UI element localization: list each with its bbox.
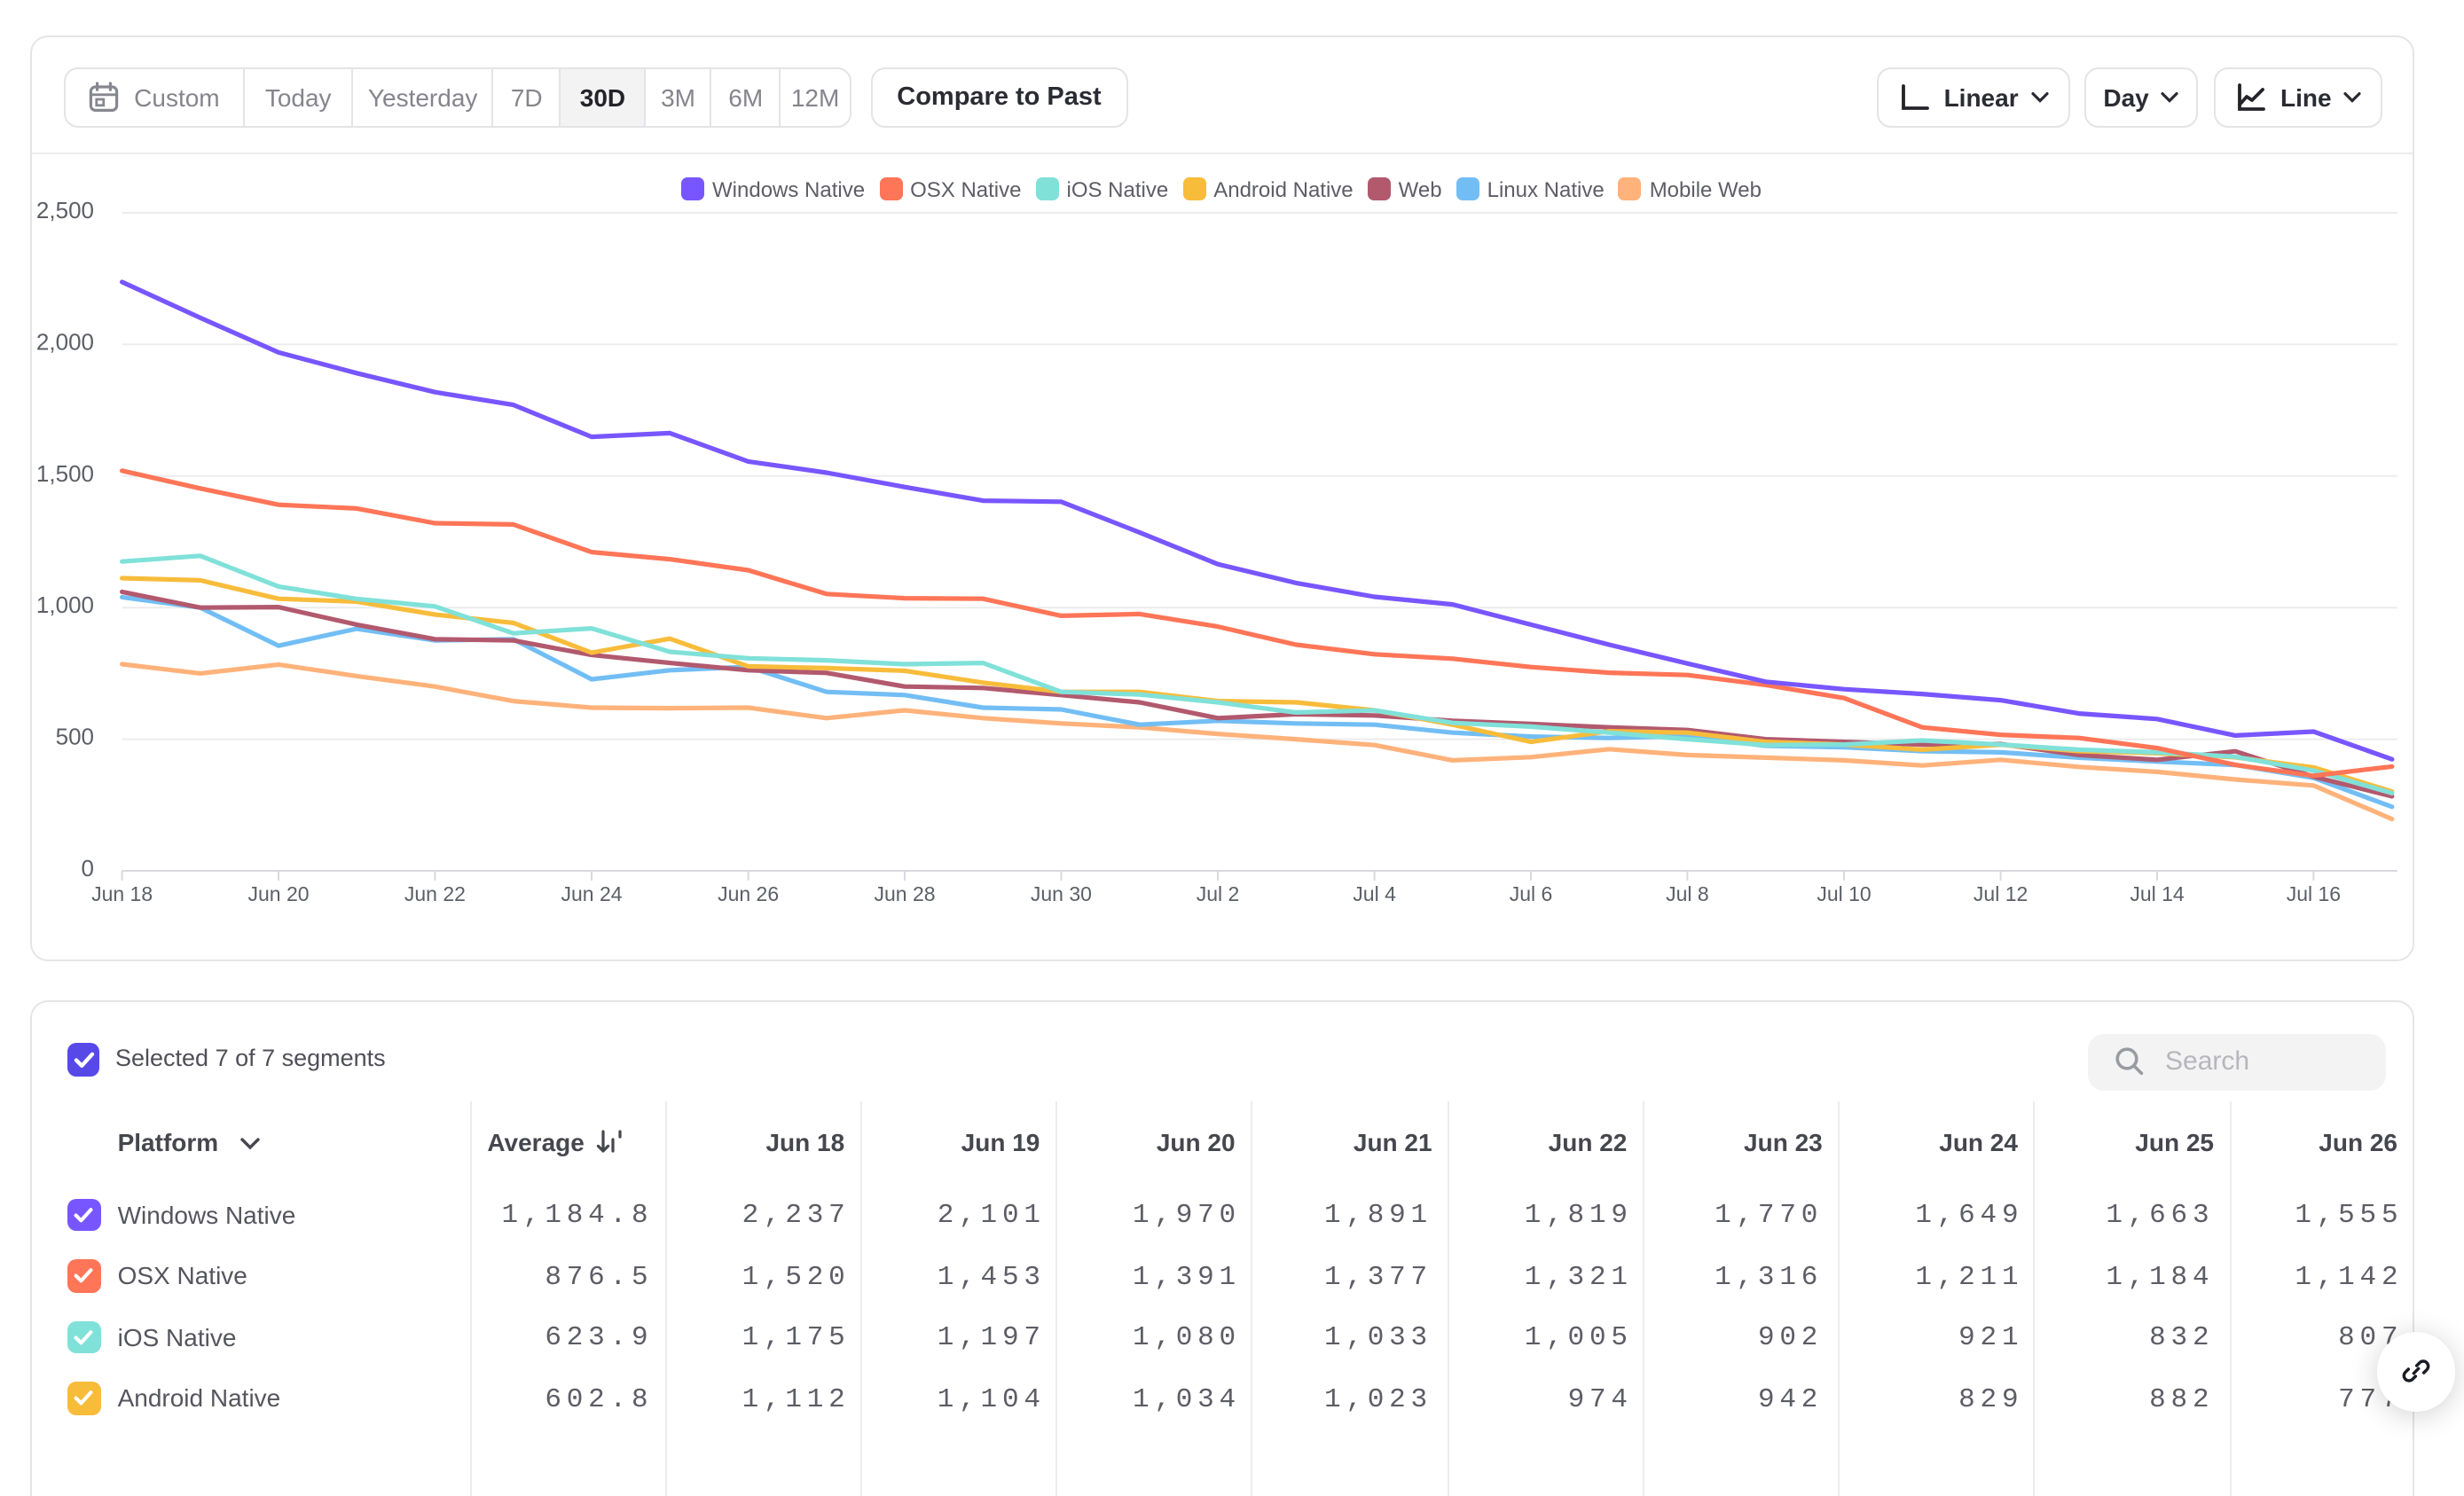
svg-text:Jul 2: Jul 2 <box>1196 882 1239 905</box>
svg-text:Jun 20: Jun 20 <box>247 882 308 905</box>
svg-text:Jun 18: Jun 18 <box>90 882 152 905</box>
svg-text:1,500: 1,500 <box>35 460 93 487</box>
svg-text:2,500: 2,500 <box>35 197 93 223</box>
svg-text:Jul 12: Jul 12 <box>1973 882 2027 905</box>
svg-text:Jul 8: Jul 8 <box>1665 882 1708 905</box>
svg-text:Jul 14: Jul 14 <box>2129 882 2184 905</box>
svg-text:Jun 30: Jun 30 <box>1030 882 1091 905</box>
svg-text:Jul 10: Jul 10 <box>1816 882 1870 905</box>
svg-text:Jun 22: Jun 22 <box>404 882 465 905</box>
svg-text:500: 500 <box>55 724 93 750</box>
svg-text:Jun 26: Jun 26 <box>717 882 778 905</box>
svg-text:2,000: 2,000 <box>35 328 93 355</box>
svg-text:1,000: 1,000 <box>35 591 93 618</box>
svg-text:Jun 24: Jun 24 <box>560 882 621 905</box>
svg-text:0: 0 <box>81 855 93 881</box>
svg-text:Jul 6: Jul 6 <box>1509 882 1552 905</box>
svg-text:Jun 28: Jun 28 <box>873 882 934 905</box>
svg-text:Jul 4: Jul 4 <box>1352 882 1395 905</box>
svg-text:Jul 16: Jul 16 <box>2286 882 2340 905</box>
